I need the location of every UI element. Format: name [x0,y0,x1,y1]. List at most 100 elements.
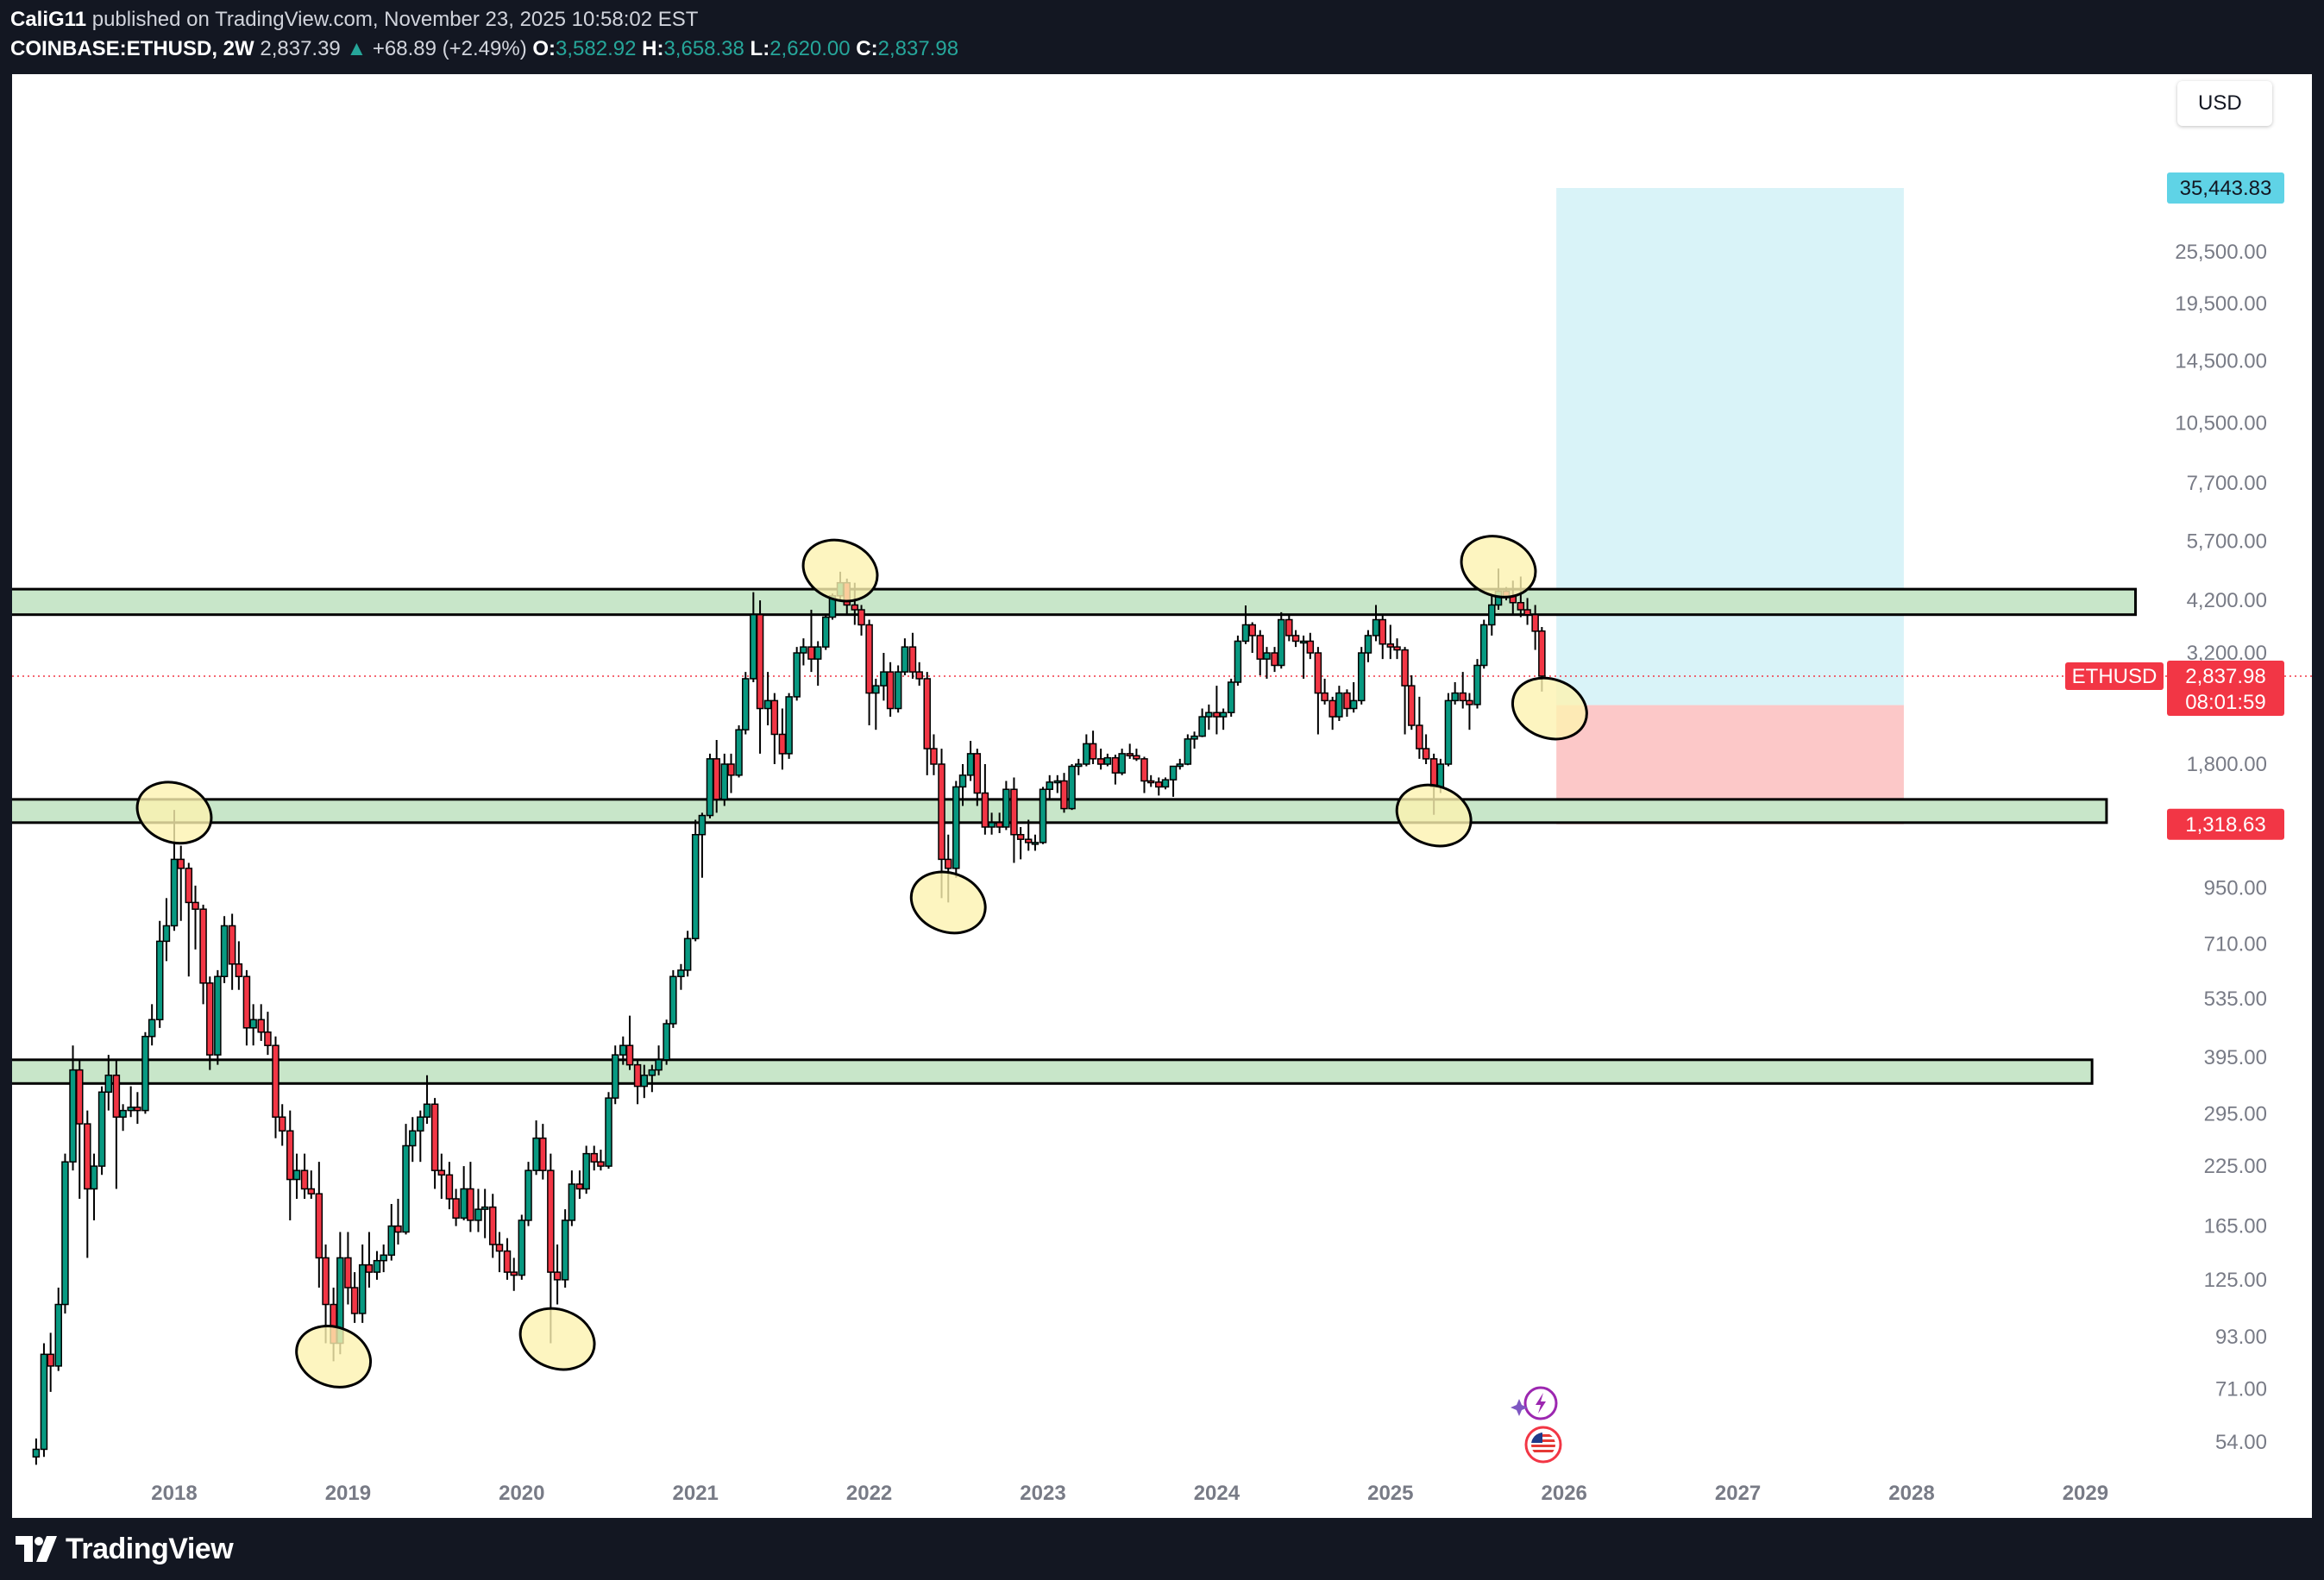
time-tick-label: 2021 [673,1482,719,1505]
candle [214,969,222,1065]
profit-target-area[interactable] [1556,188,1904,705]
candle [1046,774,1053,799]
highlight-ellipse[interactable] [902,862,994,943]
highlight-ellipse[interactable] [1453,526,1544,607]
candle [437,1153,446,1200]
time-tick-label: 2018 [151,1482,197,1505]
zone-rectangle[interactable] [12,587,2137,617]
candle [1161,777,1170,790]
price-tick-label: 710.00 [2204,933,2267,956]
close-label: C: [856,37,878,60]
price-tick-label: 54.00 [2215,1431,2267,1454]
candle [1227,678,1235,718]
change-arrow-icon: ▲ [346,37,367,60]
candle [488,1194,497,1258]
candle [1060,773,1068,813]
candle [880,653,888,701]
highlight-ellipse[interactable] [129,772,220,853]
symbol-tag-bg [2065,661,2164,690]
candle [206,976,214,1070]
highlight-ellipse[interactable] [795,530,886,611]
candle [97,1086,106,1176]
zone-rectangle[interactable] [12,798,2108,824]
candle [713,739,720,813]
candle [1531,605,1539,650]
candle [286,1110,294,1220]
close-value: 2,837.98 [877,37,959,60]
candle [503,1238,512,1280]
candle [199,904,207,1005]
candle [735,725,743,778]
candle [518,1214,526,1280]
highlight-ellipse[interactable] [1388,775,1479,856]
candle [1422,734,1430,765]
candle [625,1015,634,1070]
candle [981,764,989,835]
candle [908,632,917,679]
long-position-tool[interactable] [1556,188,1904,824]
price-tick-label: 950.00 [2204,876,2267,900]
candle [1401,647,1409,735]
candle [553,1244,562,1305]
candle [445,1162,454,1210]
price-chart[interactable]: 25,500.00 19,500.00 14,500.00 10,500.00 7,70… [12,74,2312,1518]
candle [756,600,764,754]
high-label: H: [642,37,664,60]
support-resistance-zones[interactable] [12,587,2137,1085]
candle [220,916,229,983]
candle [1176,758,1184,770]
us-flag-icon[interactable] [1524,1426,1562,1464]
time-tick-label: 2027 [1715,1482,1761,1505]
candle [1146,774,1155,787]
candle [1271,647,1278,673]
candle [417,1110,424,1163]
candle [1118,749,1126,775]
zone-rectangle[interactable] [12,1058,2094,1085]
currency-selector[interactable]: USD [2177,81,2272,126]
time-tick-label: 2029 [2063,1482,2108,1505]
candle [894,665,902,713]
highlight-ellipse[interactable] [512,1299,603,1380]
current-price-tag-bg [2167,660,2284,716]
highlight-ellipse[interactable] [1504,668,1595,749]
candle [1126,743,1134,759]
time-tick-label: 2019 [325,1482,371,1505]
candle [1234,635,1242,687]
candle [1444,693,1453,767]
chart-area[interactable]: 25,500.00 19,500.00 14,500.00 10,500.00 7,70… [12,74,2312,1518]
flash-icon[interactable] [1511,1386,1558,1420]
candle [539,1124,547,1180]
candle [272,1036,280,1138]
high-value: 3,658.38 [663,37,744,60]
candle [640,1064,649,1099]
chart-header: CaliG11 published on TradingView.com, No… [0,0,2324,74]
candle [1523,598,1531,625]
highlight-ellipses[interactable] [129,526,1595,1397]
author-name[interactable]: CaliG11 [10,8,87,31]
time-tick-label: 2028 [1888,1482,1934,1505]
candle [952,781,960,878]
candle [228,913,236,990]
candle [633,1059,642,1105]
event-icons[interactable] [1511,1386,1562,1464]
symbol-tag: ETHUSD [2072,665,2158,688]
candle [669,969,677,1028]
candle [524,1162,532,1226]
symbol-label[interactable]: COINBASE:ETHUSD, 2W [10,37,254,60]
tradingview-logo[interactable]: TradingView [16,1533,234,1565]
candle [1213,686,1221,735]
candle [698,812,707,878]
candle [865,619,873,726]
price-axis[interactable]: 25,500.00 19,500.00 14,500.00 10,500.00 7,70… [2065,172,2284,1454]
candle [793,647,801,701]
price-tick-label: 295.00 [2204,1102,2267,1125]
price-tick-label: 71.00 [2215,1378,2267,1401]
candle [495,1232,504,1273]
candle [1248,622,1256,654]
candle [75,1059,84,1200]
time-axis[interactable]: 2018 2019 2020 2021 2022 2023 2024 2025 2026 2027… [151,1482,2108,1505]
price-tick-label: 165.00 [2204,1215,2267,1238]
candle [886,661,895,718]
highlight-ellipse[interactable] [288,1316,380,1397]
candle [452,1188,460,1226]
